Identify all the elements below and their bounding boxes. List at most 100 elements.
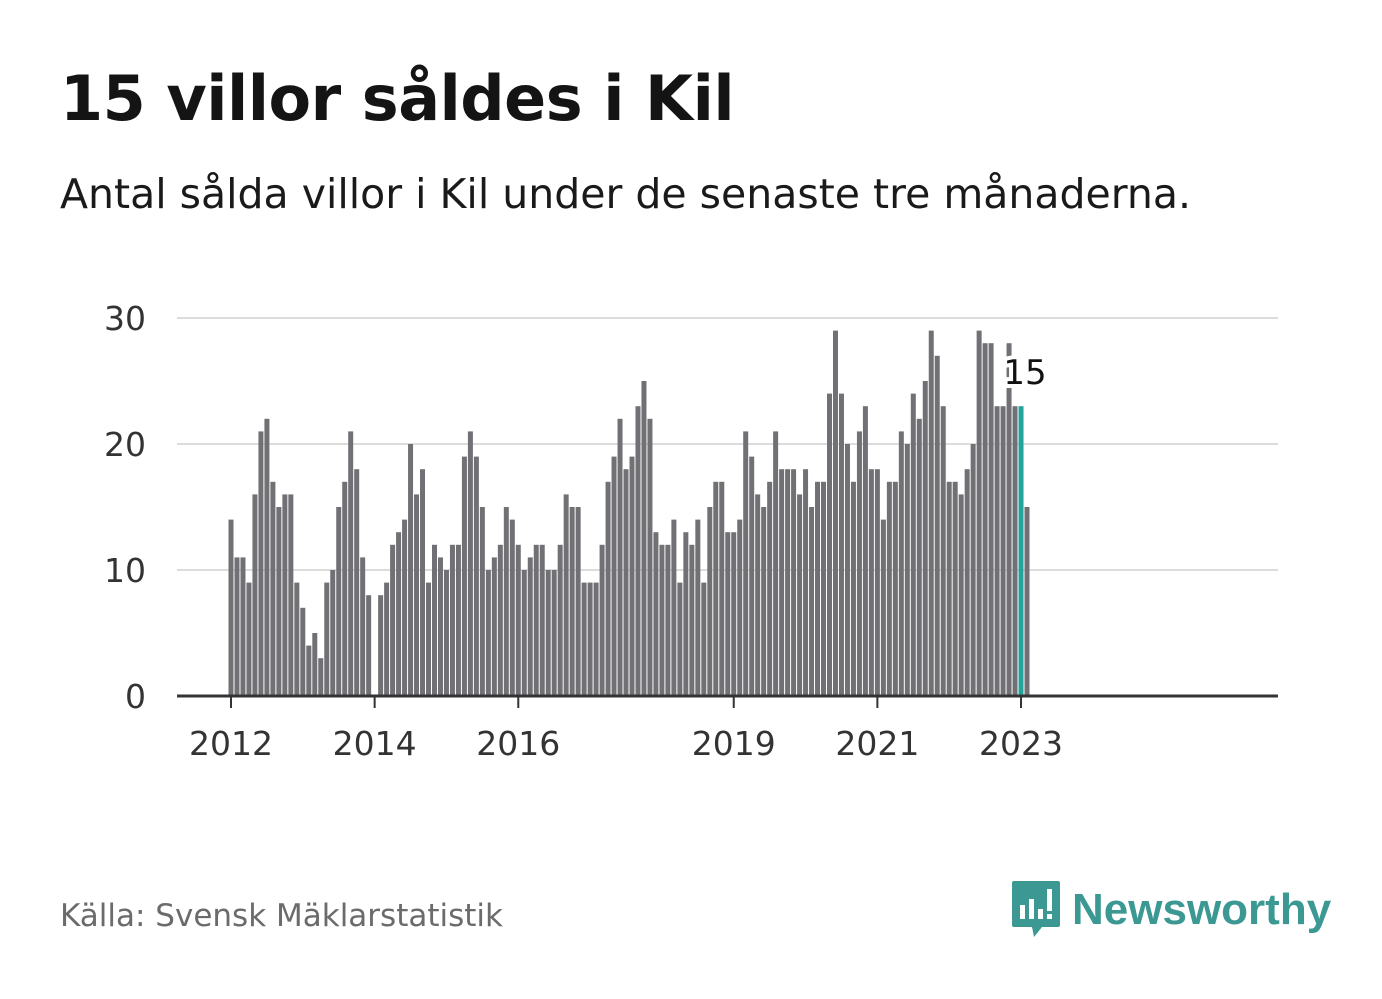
bar-chart: 0 10 20 30 2012 2014 2016 2019 2021 2023 15: [104, 299, 1278, 763]
x-tick-label: 2021: [835, 724, 919, 763]
bar: [928, 330, 934, 696]
bar: [557, 544, 563, 696]
bar: [234, 557, 240, 696]
newsworthy-chart-bubble-icon: [1012, 881, 1060, 937]
bar: [850, 481, 856, 696]
bar: [671, 519, 677, 696]
bar: [958, 494, 964, 696]
bar: [431, 544, 437, 696]
bar: [288, 494, 294, 696]
bar: [473, 456, 479, 696]
bar: [455, 544, 461, 696]
bar: [964, 469, 970, 696]
bar: [575, 507, 581, 696]
bar: [743, 431, 749, 696]
bar: [1000, 406, 1006, 696]
bar: [803, 469, 809, 696]
bar: [384, 582, 390, 696]
y-tick-label: 10: [104, 551, 146, 590]
bar: [306, 645, 312, 696]
bar: [426, 582, 431, 696]
bar: [300, 607, 306, 696]
bar: [587, 582, 593, 696]
source-note: Källa: Svensk Mäklarstatistik: [60, 898, 503, 934]
bar: [761, 507, 767, 696]
bar: [641, 381, 647, 696]
bar: [827, 393, 832, 696]
bar: [563, 494, 569, 696]
bar: [767, 481, 773, 696]
bar: [982, 343, 988, 696]
bar: [264, 418, 270, 696]
brand-logo[interactable]: Newsworthy: [1010, 878, 1331, 942]
bar: [533, 544, 539, 696]
bar: [336, 507, 342, 696]
bar: [773, 431, 779, 696]
bar: [569, 507, 575, 696]
bar: [815, 481, 821, 696]
bar: [934, 355, 940, 696]
bar: [437, 557, 443, 696]
bar: [904, 444, 910, 696]
bar: [521, 570, 527, 696]
bar: [832, 330, 838, 696]
bar: [491, 557, 497, 696]
bar: [880, 519, 886, 696]
bar: [785, 469, 791, 696]
bar: [497, 544, 503, 696]
bar: [515, 544, 521, 696]
bar: [354, 469, 360, 696]
bar: [683, 532, 689, 696]
bar: [791, 469, 797, 696]
bar: [270, 481, 276, 696]
bar: [898, 431, 904, 696]
bar: [342, 481, 348, 696]
x-tick-label: 2016: [476, 724, 560, 763]
bar: [276, 507, 282, 696]
bar: [240, 557, 246, 696]
bar: [479, 507, 485, 696]
brand-name: Newsworthy: [1072, 885, 1332, 934]
bar: [695, 519, 701, 696]
bar: [862, 406, 868, 696]
chart-subtitle: Antal sålda villor i Kil under de senast…: [60, 170, 1192, 218]
bar: [402, 519, 408, 696]
bar: [779, 469, 785, 696]
bar: [809, 507, 815, 696]
bar: [527, 557, 533, 696]
y-tick-label: 20: [104, 425, 146, 464]
bar: [443, 570, 449, 696]
x-tick-label: 2012: [189, 724, 273, 763]
bar: [414, 494, 420, 696]
bar: [749, 456, 755, 696]
bar: [318, 658, 324, 696]
bar: [737, 519, 743, 696]
bar: [910, 393, 916, 696]
bar: [940, 406, 946, 696]
bar: [821, 481, 827, 696]
bar: [713, 481, 719, 696]
bar: [605, 481, 611, 696]
bar: [539, 544, 545, 696]
bar: [396, 532, 402, 696]
bar: [856, 431, 862, 696]
bar: [378, 595, 384, 696]
bar: [324, 582, 330, 696]
bar: [503, 507, 509, 696]
bar: [408, 444, 414, 696]
bar: [312, 633, 318, 696]
chart-title: 15 villor såldes i Kil: [60, 62, 735, 135]
bar: [420, 469, 426, 696]
bar-highlight: [1018, 406, 1024, 696]
x-tick-label: 2014: [333, 724, 417, 763]
bar: [689, 544, 695, 696]
bar: [581, 582, 587, 696]
bar: [366, 595, 372, 696]
bar: [874, 469, 880, 696]
bar: [593, 582, 599, 696]
bar: [892, 481, 898, 696]
bar: [360, 557, 366, 696]
bar: [994, 406, 1000, 696]
bar: [485, 570, 491, 696]
bar: [844, 444, 850, 696]
